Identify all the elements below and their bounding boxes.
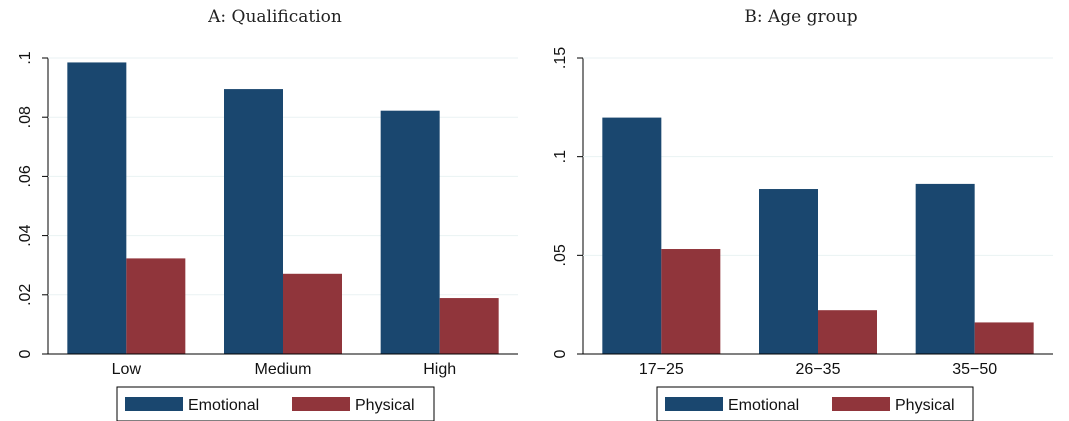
bar-physical [283, 273, 342, 354]
chart-title: A: Qualification [207, 7, 342, 27]
y-tick-label: 0 [552, 349, 569, 358]
y-tick-label: .1 [552, 150, 569, 163]
x-tick-label: Medium [255, 361, 312, 378]
legend-label-emotional: Emotional [728, 397, 799, 414]
bar-physical [439, 298, 499, 354]
legend-swatch-emotional [125, 397, 183, 411]
legend-swatch-physical [832, 397, 890, 411]
bar-emotional [67, 62, 127, 354]
chart-title: B: Age group [744, 7, 857, 27]
legend-label-physical: Physical [895, 397, 955, 414]
bar-emotional [224, 89, 283, 354]
chart-panel-qualification: A: Qualification 0 .02 .04 .06 .08 .1 Low Mediu… [17, 7, 518, 421]
y-tick-label: .04 [17, 224, 34, 246]
y-tick-label: .15 [552, 47, 569, 69]
bar-physical [661, 249, 721, 354]
bar-emotional [915, 183, 975, 354]
chart-age-group: B: Age group 0 .05 .1 .15 17−25 26−35 35−50 Emo… [552, 7, 1053, 421]
legend-swatch-physical [292, 397, 350, 411]
x-tick-label: High [423, 361, 456, 378]
legend-label-emotional: Emotional [188, 397, 259, 414]
bar-physical [818, 310, 877, 354]
bar-emotional [759, 189, 818, 354]
legend-swatch-emotional [665, 397, 723, 411]
chart-panel-age-group: B: Age group 0 .05 .1 .15 17−25 26−35 35−50 Emo… [535, 0, 1069, 421]
y-tick-label: .08 [17, 106, 34, 128]
legend-label-physical: Physical [355, 397, 415, 414]
y-tick-label: .06 [17, 165, 34, 187]
y-tick-label: .1 [17, 51, 34, 64]
bar-emotional [602, 117, 662, 354]
y-tick-label: .02 [17, 284, 34, 306]
y-tick-label: .05 [552, 244, 569, 266]
x-tick-label: 26−35 [796, 361, 841, 378]
x-tick-label: 17−25 [639, 361, 684, 378]
x-tick-label: Low [112, 361, 142, 378]
x-tick-label: 35−50 [952, 361, 997, 378]
chart-qualification: A: Qualification 0 .02 .04 .06 .08 .1 Low Mediu… [17, 7, 518, 421]
bar-physical [974, 322, 1034, 354]
bar-emotional [380, 110, 440, 354]
y-tick-label: 0 [17, 349, 34, 358]
bar-physical [126, 258, 186, 354]
